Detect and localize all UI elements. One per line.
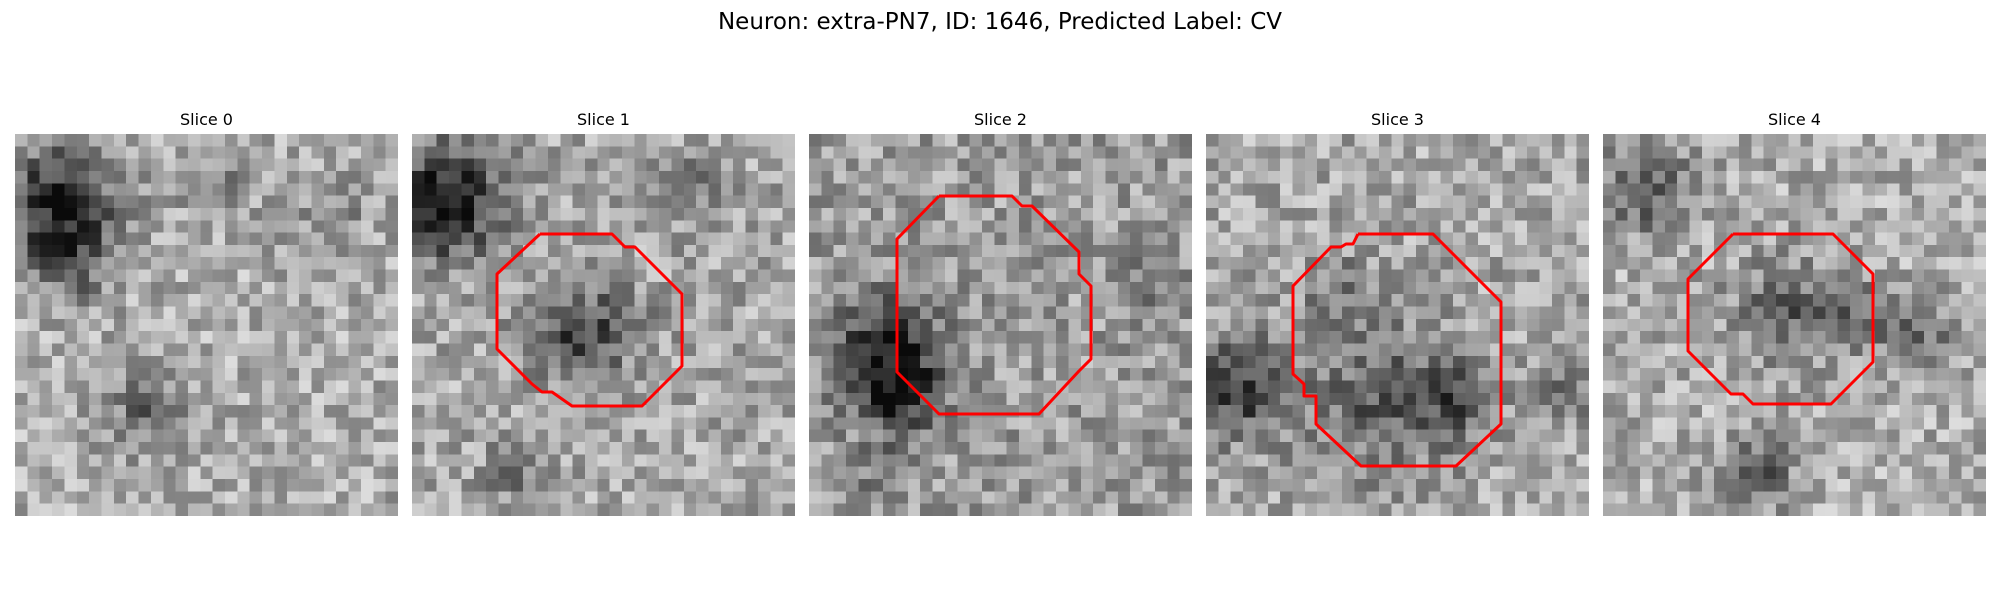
slice-panel-0: Slice 0 bbox=[15, 108, 398, 516]
slice-image bbox=[809, 134, 1192, 516]
slice-title: Slice 3 bbox=[1371, 110, 1424, 129]
slice-image bbox=[1603, 134, 1986, 516]
slice-image bbox=[412, 134, 795, 516]
slice-title: Slice 0 bbox=[180, 110, 233, 129]
cell-contour bbox=[495, 232, 684, 408]
slice-title: Slice 2 bbox=[974, 110, 1027, 129]
slice-image bbox=[1206, 134, 1589, 516]
cell-contour bbox=[1291, 232, 1503, 468]
slice-overlay bbox=[895, 194, 1093, 416]
figure-title: Neuron: extra-PN7, ID: 1646, Predicted L… bbox=[717, 9, 1283, 35]
slice-panel-2: Slice 2 bbox=[809, 108, 1192, 516]
slice-panel-1: Slice 1 bbox=[412, 108, 795, 516]
slice-image bbox=[15, 134, 398, 516]
cell-contour bbox=[895, 194, 1093, 416]
slice-panel-3: Slice 3 bbox=[1206, 108, 1589, 516]
cell-contour bbox=[1686, 232, 1875, 406]
slice-overlay bbox=[15, 134, 398, 516]
slice-overlay bbox=[495, 232, 684, 408]
slice-title: Slice 4 bbox=[1768, 110, 1821, 129]
slice-title: Slice 1 bbox=[577, 110, 630, 129]
slice-overlay bbox=[1291, 232, 1503, 468]
slice-overlay bbox=[1686, 232, 1875, 406]
slice-panel-4: Slice 4 bbox=[1603, 108, 1986, 516]
